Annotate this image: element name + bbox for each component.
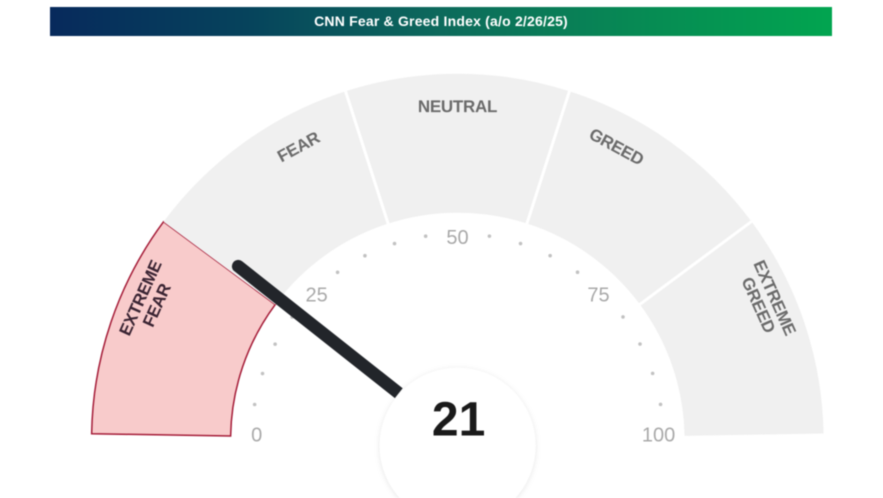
svg-text:0: 0 — [251, 425, 262, 447]
svg-text:21: 21 — [432, 393, 485, 446]
svg-text:25: 25 — [305, 285, 327, 307]
svg-text:75: 75 — [587, 285, 609, 307]
svg-text:100: 100 — [642, 425, 675, 447]
svg-text:NEUTRAL: NEUTRAL — [418, 97, 497, 116]
svg-text:50: 50 — [446, 227, 468, 249]
